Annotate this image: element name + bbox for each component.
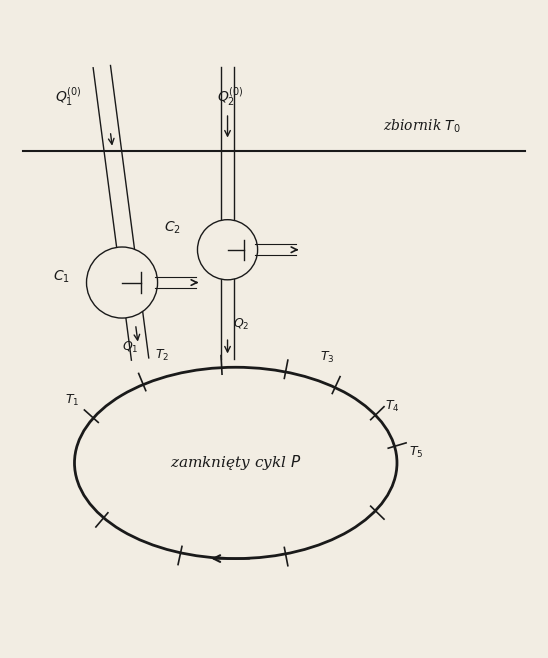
Text: $C_1$: $C_1$	[53, 269, 70, 286]
Circle shape	[87, 247, 158, 318]
Text: $T_4$: $T_4$	[385, 399, 399, 414]
Text: $Q_2$: $Q_2$	[233, 316, 249, 332]
Text: $Q_1^{(0)}$: $Q_1^{(0)}$	[55, 85, 82, 108]
Circle shape	[197, 220, 258, 280]
Text: $Q_2^{(0)}$: $Q_2^{(0)}$	[216, 85, 243, 108]
Text: $T_1$: $T_1$	[65, 393, 79, 408]
Text: $T_2$: $T_2$	[155, 347, 169, 363]
Text: $T_3$: $T_3$	[319, 349, 334, 365]
Text: $C_2$: $C_2$	[164, 220, 181, 236]
Text: $Q_1$: $Q_1$	[122, 340, 138, 355]
Text: zbiornik $T_0$: zbiornik $T_0$	[383, 118, 461, 135]
Text: zamknięty cykl $P$: zamknięty cykl $P$	[170, 453, 301, 472]
Text: $T_5$: $T_5$	[409, 445, 424, 460]
